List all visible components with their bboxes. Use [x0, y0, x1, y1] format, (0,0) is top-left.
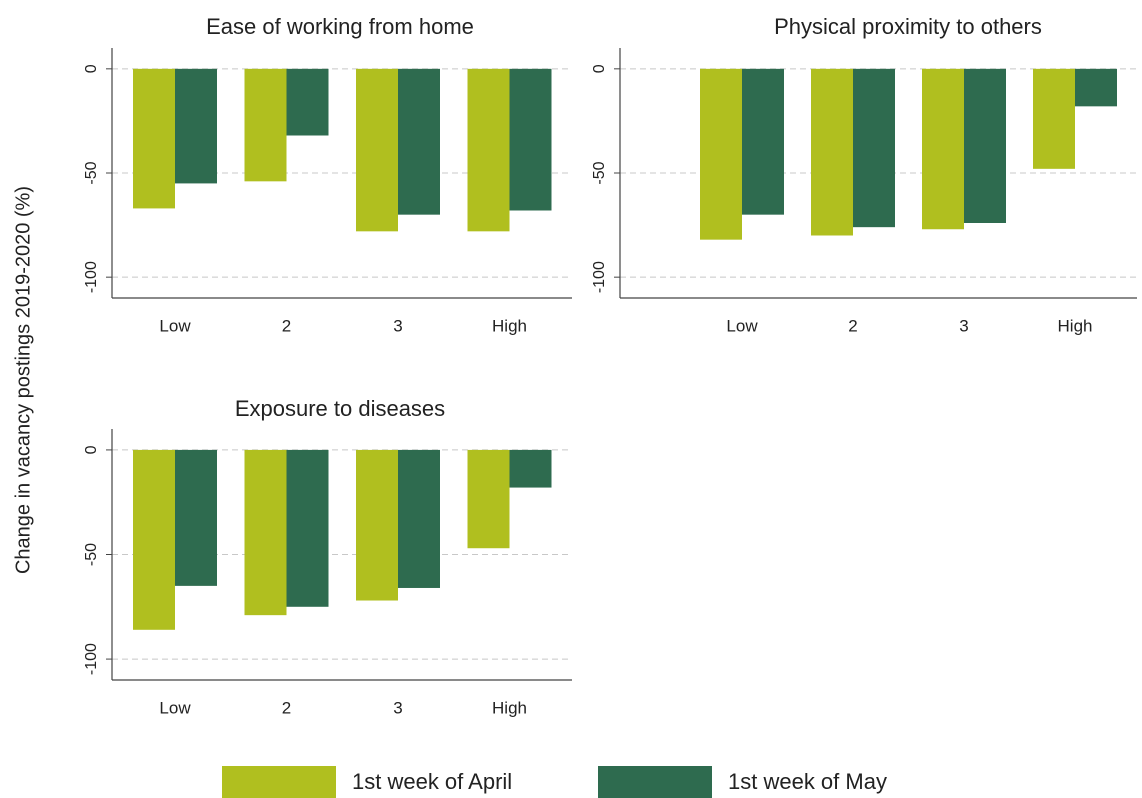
chart-title: Physical proximity to others [774, 14, 1042, 39]
bar [244, 449, 287, 616]
bar [1075, 68, 1117, 107]
x-tick-label: Low [159, 698, 191, 717]
y-tick-label: -100 [83, 261, 100, 293]
bar [133, 449, 175, 630]
bar [811, 68, 853, 236]
x-tick-label: 3 [393, 698, 402, 717]
bar [175, 449, 217, 586]
y-tick-label: -100 [591, 261, 608, 293]
x-tick-label: Low [159, 316, 191, 335]
x-tick-label: Low [726, 316, 758, 335]
x-tick-label: 2 [848, 316, 857, 335]
x-tick-label: 2 [282, 316, 291, 335]
y-tick-label: 0 [83, 445, 100, 454]
chart-title: Exposure to diseases [235, 396, 445, 421]
y-tick-label: -50 [591, 161, 608, 184]
x-tick-label: High [1058, 316, 1093, 335]
bar [286, 68, 329, 136]
bar [1033, 68, 1075, 169]
x-tick-label: High [492, 698, 527, 717]
x-tick-label: 3 [393, 316, 402, 335]
x-tick-label: High [492, 316, 527, 335]
y-tick-label: -50 [83, 543, 100, 566]
y-tick-label: -50 [83, 161, 100, 184]
x-tick-label: 2 [282, 698, 291, 717]
bar [742, 68, 784, 215]
bar [398, 68, 440, 215]
bar [133, 68, 175, 209]
x-tick-label: 3 [959, 316, 968, 335]
legend-swatch [222, 766, 336, 798]
legend-label: 1st week of April [352, 769, 512, 794]
bar [175, 68, 217, 184]
bar [700, 68, 742, 240]
bar [356, 68, 398, 232]
y-tick-label: 0 [591, 64, 608, 73]
bar [509, 449, 552, 488]
bar [509, 68, 552, 211]
legend-swatch [598, 766, 712, 798]
bar [398, 449, 440, 588]
bar [286, 449, 329, 607]
bar [964, 68, 1006, 223]
bar [467, 449, 510, 549]
bar [922, 68, 964, 230]
bar [467, 68, 510, 232]
y-tick-label: 0 [83, 64, 100, 73]
bar [356, 449, 398, 601]
legend-label: 1st week of May [728, 769, 887, 794]
chart-title: Ease of working from home [206, 14, 474, 39]
bar [853, 68, 895, 228]
y-tick-label: -100 [83, 643, 100, 675]
bar [244, 68, 287, 182]
y-axis-label: Change in vacancy postings 2019-2020 (%) [12, 186, 34, 574]
